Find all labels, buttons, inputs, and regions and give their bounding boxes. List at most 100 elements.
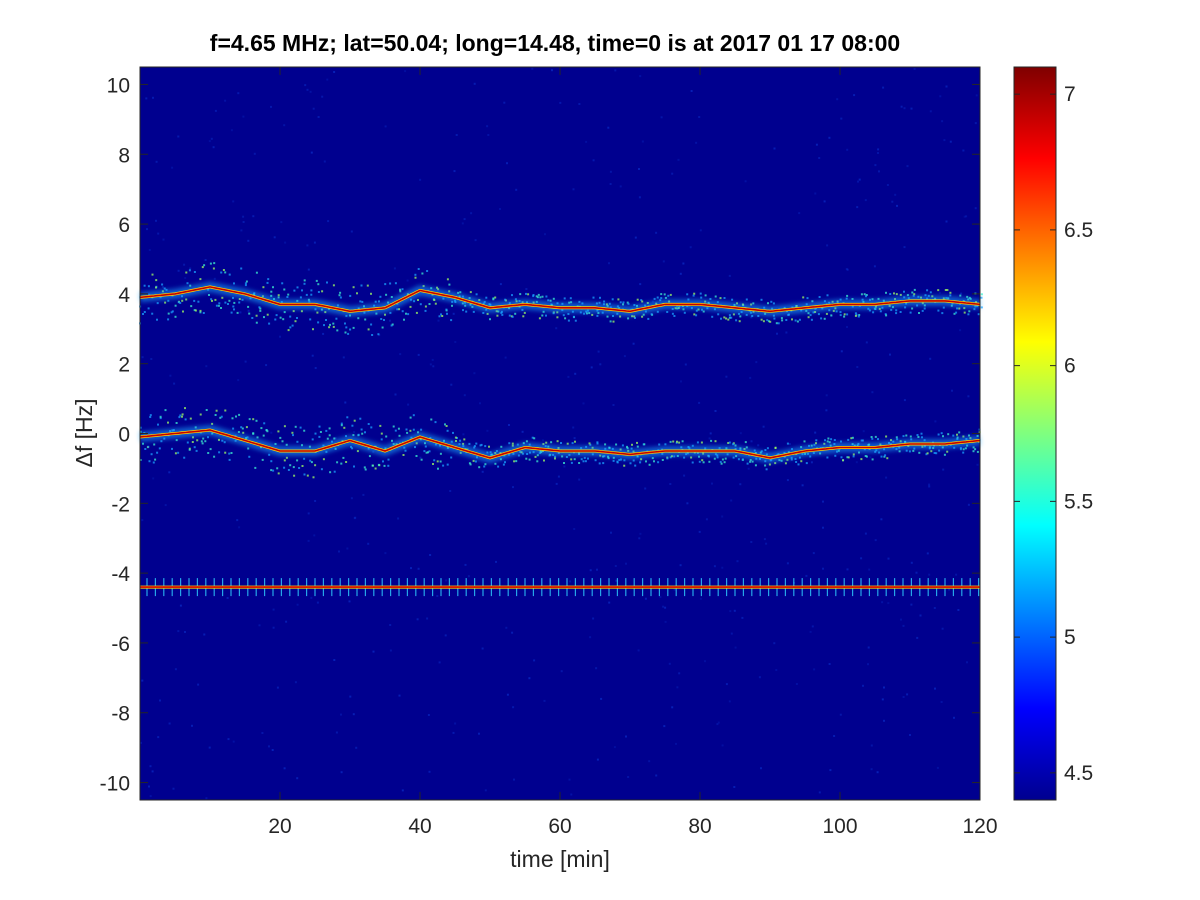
trace-speck — [294, 320, 297, 323]
trace-speck — [310, 293, 313, 296]
noise-speck — [975, 94, 978, 97]
trace-speck — [201, 442, 204, 445]
trace-speck — [159, 415, 162, 418]
noise-speck — [689, 246, 692, 249]
trace-speck — [738, 312, 740, 315]
noise-speck — [903, 399, 906, 402]
noise-speck — [344, 401, 347, 404]
noise-speck — [655, 231, 658, 234]
trace-speck — [199, 309, 202, 312]
trace-speck — [786, 458, 789, 461]
trace-speck — [583, 312, 586, 315]
trace-speck — [399, 288, 402, 291]
trace-speck — [148, 460, 151, 463]
trace-speck — [472, 459, 475, 462]
trace-speck — [640, 458, 643, 461]
trace-speck — [446, 312, 448, 315]
trace-speck — [871, 458, 874, 461]
trace-speck — [851, 298, 854, 300]
trace-speck — [534, 455, 537, 458]
trace-speck — [501, 313, 504, 316]
noise-speck — [389, 319, 391, 322]
trace-speck — [660, 297, 663, 300]
trace-speck — [268, 453, 271, 456]
noise-speck — [865, 341, 868, 344]
noise-speck — [314, 367, 317, 369]
trace-speck — [721, 458, 724, 461]
trace-speck — [209, 262, 212, 265]
trace-speck — [974, 448, 977, 451]
trace-speck — [580, 458, 583, 461]
trace-speck — [319, 431, 322, 433]
noise-speck — [232, 200, 235, 203]
trace-speck — [592, 296, 595, 299]
noise-speck — [506, 162, 508, 165]
noise-speck — [786, 562, 789, 565]
trace-speck — [423, 450, 426, 453]
trace-speck — [282, 318, 285, 321]
trace-speck — [270, 290, 273, 293]
trace-speck — [363, 466, 366, 469]
trace-speck — [717, 313, 720, 316]
noise-speck — [173, 382, 176, 385]
doppler-trace — [139, 429, 981, 459]
trace-speck — [181, 415, 183, 418]
noise-speck — [755, 361, 758, 364]
trace-speck — [621, 444, 624, 447]
trace-speck — [757, 315, 760, 317]
trace-speck — [160, 440, 163, 443]
noise-speck — [350, 497, 353, 500]
trace-speck — [213, 262, 216, 265]
noise-speck — [141, 519, 144, 522]
trace-speck — [301, 465, 304, 467]
trace-speck — [823, 317, 826, 320]
noise-speck — [486, 429, 489, 432]
trace-speck — [154, 458, 157, 461]
noise-speck — [853, 94, 856, 97]
trace-speck — [193, 299, 196, 302]
trace-speck — [285, 443, 288, 446]
noise-speck — [247, 239, 250, 242]
trace-speck — [527, 293, 530, 296]
noise-speck — [818, 157, 821, 159]
noise-speck — [855, 461, 858, 464]
noise-speck — [708, 437, 711, 440]
trace-speck — [413, 300, 416, 303]
noise-speck — [625, 735, 627, 738]
trace-speck — [420, 458, 423, 461]
noise-speck — [773, 642, 776, 645]
trace-speck — [486, 312, 489, 315]
trace-speck — [920, 432, 923, 435]
noise-speck — [698, 116, 701, 118]
trace-speck — [636, 298, 639, 301]
trace-speck — [917, 436, 920, 438]
noise-speck — [801, 484, 804, 487]
trace-speck — [228, 299, 231, 302]
trace-speck — [511, 315, 514, 318]
trace-speck — [497, 465, 500, 468]
noise-speck — [513, 778, 515, 781]
trace-speck — [629, 462, 632, 465]
noise-speck — [639, 75, 642, 78]
noise-speck — [340, 713, 342, 716]
noise-speck — [758, 676, 761, 679]
noise-speck — [499, 208, 501, 210]
trace-speck — [968, 434, 970, 437]
trace-speck — [209, 448, 212, 451]
noise-speck — [785, 331, 788, 334]
trace-speck — [156, 302, 159, 305]
trace-speck — [926, 452, 929, 455]
trace-speck — [374, 300, 377, 303]
noise-speck — [679, 272, 682, 275]
trace-speck — [640, 299, 643, 302]
trace-speck — [550, 441, 553, 444]
trace-speck — [291, 324, 294, 327]
noise-speck — [310, 596, 313, 599]
noise-speck — [878, 170, 880, 173]
trace-speck — [562, 314, 565, 317]
trace-speck — [536, 296, 539, 299]
trace-speck — [252, 432, 255, 435]
trace-speck — [283, 425, 286, 428]
trace-speck — [673, 455, 676, 458]
trace-speck — [215, 304, 218, 307]
